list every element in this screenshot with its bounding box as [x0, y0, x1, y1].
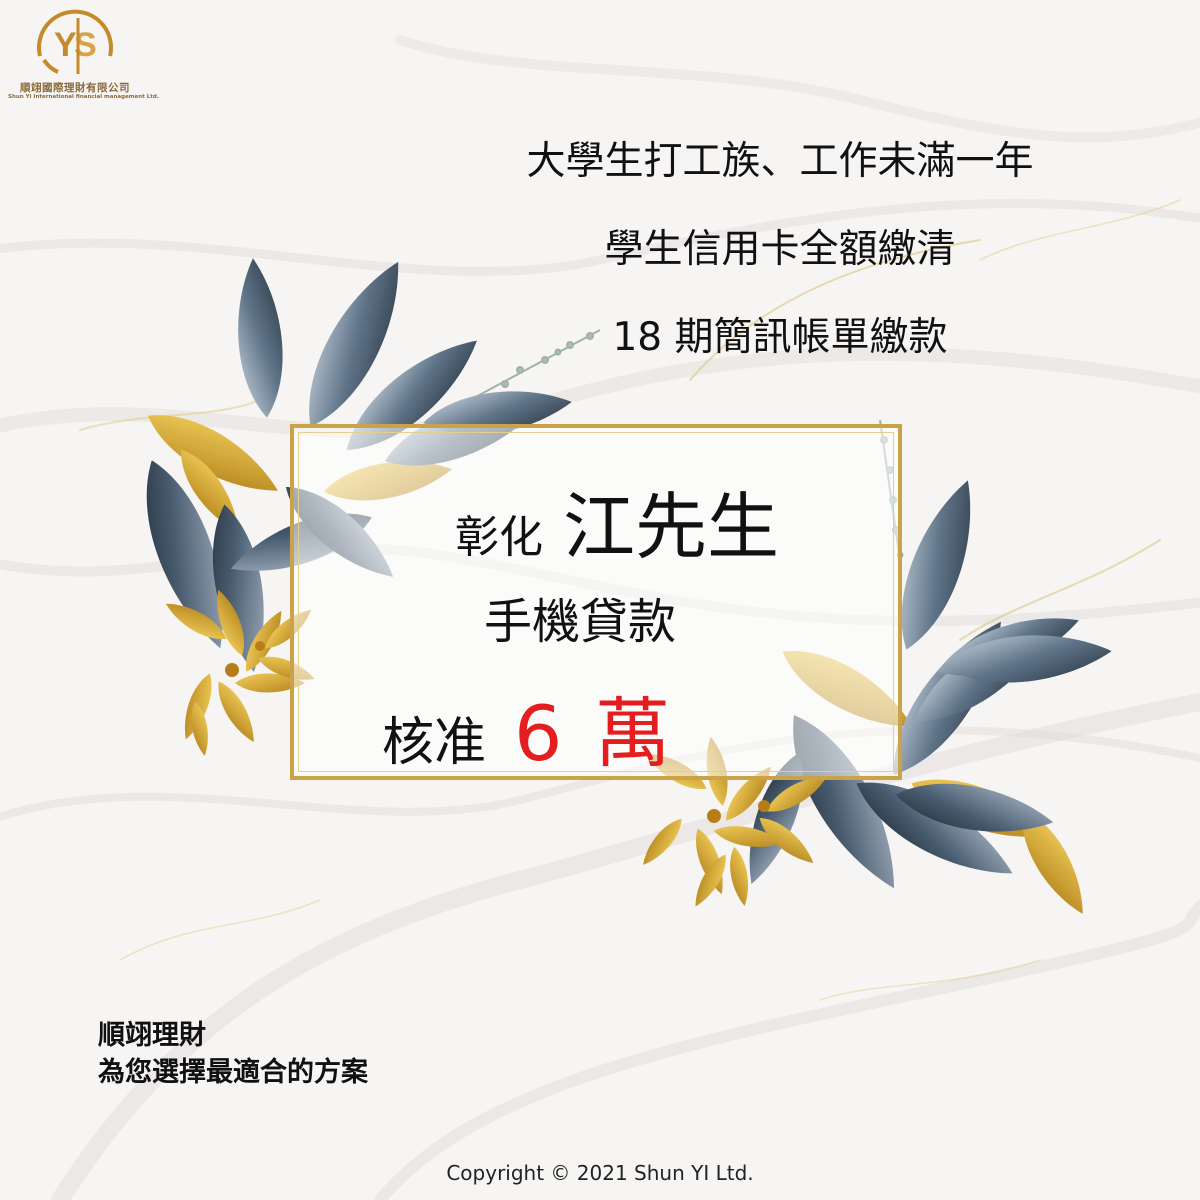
approval-label: 核准	[382, 713, 487, 773]
approval-row: 核准 6 萬	[382, 672, 675, 782]
logo-company-name: 順翊國際理財有限公司	[20, 82, 130, 94]
svg-text:Y: Y	[54, 26, 77, 64]
loan-type: 手機貸款	[484, 594, 677, 650]
logo-company-name-en: Shun Yi International financial manageme…	[8, 94, 159, 100]
gold-frame	[290, 424, 902, 780]
floral-decoration-left	[126, 250, 601, 758]
company-logo: Y S 順翊國際理財有限公司 Shun Yi International fin…	[0, 0, 159, 110]
headline-3: 18 期簡訊帳單繳款	[612, 315, 948, 360]
customer-name: 江先生	[563, 485, 780, 569]
slogan-line-2: 為您選擇最適合的方案	[98, 1057, 368, 1088]
headline-1: 大學生打工族、工作未滿一年	[526, 139, 1034, 184]
logo-mark-icon: Y S	[37, 9, 113, 74]
customer-row: 彰化 江先生	[455, 468, 779, 573]
headline-2: 學生信用卡全額繳清	[604, 227, 956, 272]
svg-text:S: S	[74, 26, 97, 64]
slogan-line-1: 順翊理財	[98, 1020, 206, 1051]
slogan: 順翊理財 為您選擇最適合的方案	[98, 1017, 368, 1091]
copyright: Copyright © 2021 Shun YI Ltd.	[446, 1161, 754, 1185]
approval-amount: 6 萬	[514, 689, 675, 778]
customer-location: 彰化	[455, 512, 543, 563]
